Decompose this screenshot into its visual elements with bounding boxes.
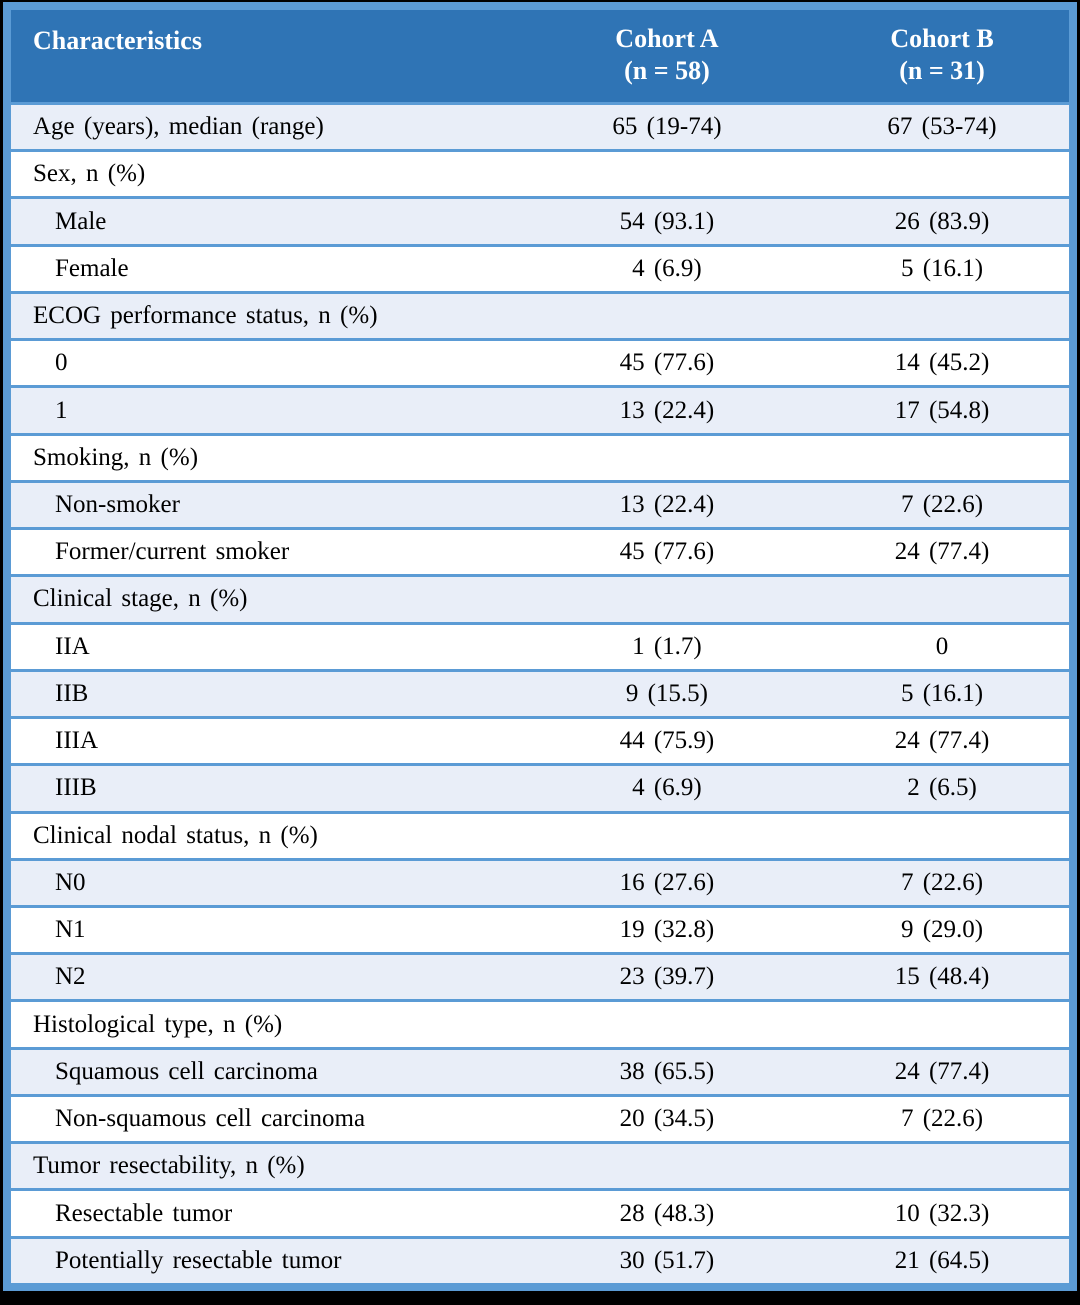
- row-label: 1: [55, 396, 68, 424]
- cohort-a-value: 30 (51.7): [619, 1246, 715, 1274]
- cohort-a-value: 13 (22.4): [619, 490, 715, 518]
- table-row-clinical-stage-group: Clinical stage, n (%): [11, 574, 1069, 622]
- table-row-ecog-group: ECOG performance status, n (%): [11, 290, 1069, 339]
- cohort-b-value: 2 (6.5): [907, 774, 977, 802]
- cohort-a-value: 45 (77.6): [619, 538, 715, 566]
- cohort-a-value: 54 (93.1): [619, 207, 715, 235]
- cohort-a-value: 4 (6.9): [632, 254, 702, 282]
- cohort-a-value: 4 (6.9): [632, 774, 702, 802]
- cohort-a-value: 19 (32.8): [619, 916, 715, 944]
- cohort-b-value: 5 (16.1): [900, 679, 984, 707]
- row-label: Clinical nodal status, n (%): [33, 821, 318, 849]
- cohort-b-value: 5 (16.1): [900, 254, 984, 282]
- row-label: 0: [55, 349, 68, 377]
- row-label: N1: [55, 916, 86, 944]
- cohort-a-value: 45 (77.6): [619, 349, 715, 377]
- table-row-smoking-group: Smoking, n (%): [11, 432, 1069, 480]
- row-label: Resectable tumor: [55, 1199, 233, 1227]
- table-row-ecog-0: 0 45 (77.6) 14 (45.2): [11, 338, 1069, 386]
- header-cohort-b: Cohort B (n = 31): [815, 10, 1069, 102]
- table-row-n2: N2 23 (39.7) 15 (48.4): [11, 952, 1069, 1000]
- header-cohort-b-n: (n = 31): [899, 56, 985, 85]
- cohort-b-value: 7 (22.6): [900, 868, 984, 896]
- table-row-histological-type-group: Histological type, n (%): [11, 999, 1069, 1047]
- row-label: N0: [55, 868, 86, 896]
- table-row-iiib: IIIB 4 (6.9) 2 (6.5): [11, 763, 1069, 811]
- cohort-b-value: 24 (77.4): [894, 1057, 990, 1085]
- cohort-a-value: 1 (1.7): [632, 632, 702, 660]
- cohort-b-value: 17 (54.8): [894, 396, 990, 424]
- cohort-b-value: 21 (64.5): [894, 1246, 990, 1274]
- cohort-b-value: 15 (48.4): [894, 963, 990, 991]
- table-row-resectability-group: Tumor resectability, n (%): [11, 1141, 1069, 1189]
- cohort-b-value: 14 (45.2): [894, 349, 990, 377]
- cohort-b-value: 24 (77.4): [894, 727, 990, 755]
- cohort-a-value: 13 (22.4): [619, 396, 715, 424]
- row-label: Male: [55, 207, 107, 235]
- row-label: Female: [55, 254, 129, 282]
- row-label: Potentially resectable tumor: [55, 1246, 342, 1274]
- cohort-a-value: 16 (27.6): [619, 868, 715, 896]
- row-label: Non-smoker: [55, 490, 180, 518]
- row-label: Smoking, n (%): [33, 443, 199, 471]
- table-row-iib: IIB 9 (15.5) 5 (16.1): [11, 668, 1069, 717]
- row-label: Squamous cell carcinoma: [55, 1057, 318, 1085]
- table-row-sex-group: Sex, n (%): [11, 149, 1069, 197]
- row-label: IIB: [55, 679, 89, 707]
- cohort-a-value: 23 (39.7): [619, 963, 715, 991]
- row-label: N2: [55, 963, 86, 991]
- row-label: IIIB: [55, 774, 97, 802]
- header-cohort-a-n: (n = 58): [624, 56, 710, 85]
- cohort-b-value: 10 (32.3): [894, 1199, 990, 1227]
- table-row-former-current-smoker: Former/current smoker 45 (77.6) 24 (77.4…: [11, 527, 1069, 575]
- table-row-n1: N1 19 (32.8) 9 (29.0): [11, 904, 1069, 953]
- table-row-male: Male 54 (93.1) 26 (83.9): [11, 196, 1069, 244]
- row-label: ECOG performance status, n (%): [33, 302, 378, 330]
- table-row-non-squamous: Non-squamous cell carcinoma 20 (34.5) 7 …: [11, 1093, 1069, 1142]
- characteristics-table: Characteristics Cohort A (n = 58) Cohort…: [3, 2, 1077, 1291]
- cohort-b-value: 26 (83.9): [894, 207, 990, 235]
- table-row-squamous: Squamous cell carcinoma 38 (65.5) 24 (77…: [11, 1046, 1069, 1094]
- table-row-iiia: IIIA 44 (75.9) 24 (77.4): [11, 716, 1069, 764]
- cohort-a-value: 44 (75.9): [619, 727, 715, 755]
- header-cohort-b-name: Cohort B: [890, 24, 994, 53]
- row-label: Age (years), median (range): [33, 113, 324, 141]
- table-row-non-smoker: Non-smoker 13 (22.4) 7 (22.6): [11, 479, 1069, 528]
- table-row-nodal-status-group: Clinical nodal status, n (%): [11, 810, 1069, 858]
- table-row-n0: N0 16 (27.6) 7 (22.6): [11, 857, 1069, 905]
- cohort-a-value: 38 (65.5): [619, 1057, 715, 1085]
- row-label: Tumor resectability, n (%): [33, 1152, 305, 1180]
- cohort-b-value: 0: [935, 632, 949, 660]
- cohort-b-value: 67 (53-74): [887, 113, 997, 141]
- row-label: IIIA: [55, 727, 99, 755]
- cohort-a-value: 9 (15.5): [625, 679, 709, 707]
- header-cohort-a: Cohort A (n = 58): [519, 10, 815, 102]
- row-label: Histological type, n (%): [33, 1010, 283, 1038]
- cohort-a-value: 65 (19-74): [612, 113, 722, 141]
- cohort-b-value: 9 (29.0): [900, 916, 984, 944]
- table-header-row: Characteristics Cohort A (n = 58) Cohort…: [11, 10, 1069, 102]
- table-row-female: Female 4 (6.9) 5 (16.1): [11, 243, 1069, 291]
- row-label: Non-squamous cell carcinoma: [55, 1105, 366, 1133]
- row-label: Sex, n (%): [33, 160, 146, 188]
- cohort-b-value: 7 (22.6): [900, 490, 984, 518]
- cohort-b-value: 24 (77.4): [894, 538, 990, 566]
- table-row-resectable: Resectable tumor 28 (48.3) 10 (32.3): [11, 1188, 1069, 1236]
- header-characteristics: Characteristics: [33, 26, 202, 55]
- table-row-age: Age (years), median (range) 65 (19-74) 6…: [11, 102, 1069, 150]
- table-row-ecog-1: 1 13 (22.4) 17 (54.8): [11, 385, 1069, 433]
- cohort-a-value: 28 (48.3): [619, 1199, 715, 1227]
- row-label: IIA: [55, 632, 90, 660]
- cohort-a-value: 20 (34.5): [619, 1105, 715, 1133]
- table-row-potentially-resectable: Potentially resectable tumor 30 (51.7) 2…: [11, 1235, 1069, 1283]
- row-label: Clinical stage, n (%): [33, 585, 248, 613]
- row-label: Former/current smoker: [55, 538, 290, 566]
- cohort-b-value: 7 (22.6): [900, 1105, 984, 1133]
- table-row-iia: IIA 1 (1.7) 0: [11, 621, 1069, 669]
- header-cohort-a-name: Cohort A: [615, 24, 719, 53]
